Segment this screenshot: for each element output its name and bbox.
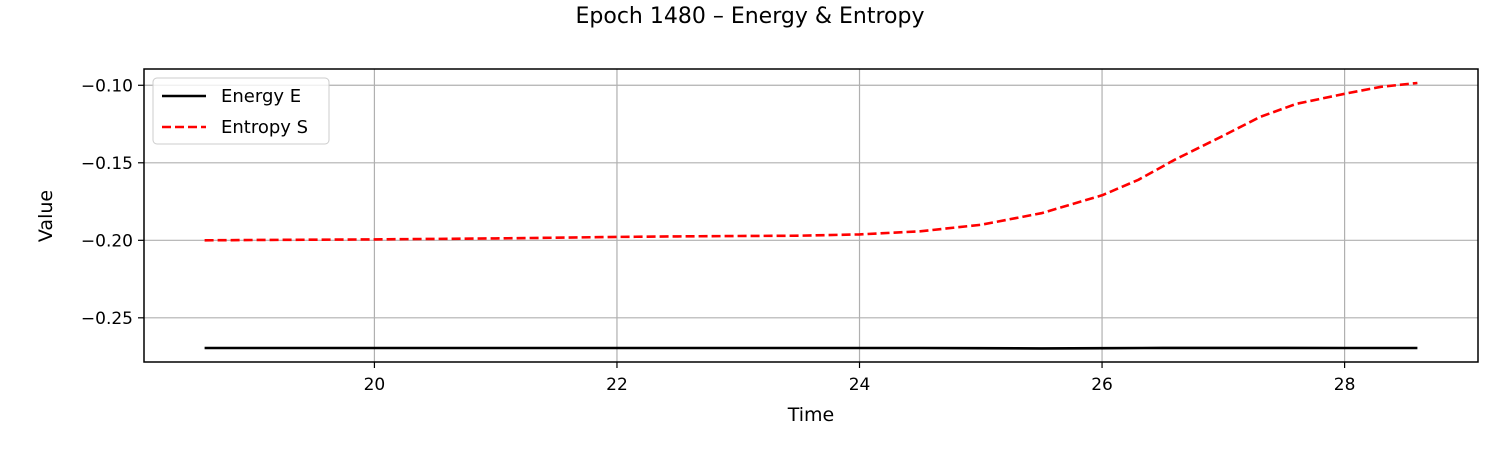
grid-lines bbox=[144, 69, 1478, 362]
legend-label: Entropy S bbox=[221, 117, 308, 138]
x-tick-label: 22 bbox=[606, 375, 628, 395]
y-tick-label: −0.20 bbox=[81, 231, 133, 251]
series-line-energy-e bbox=[204, 346, 1418, 350]
series-layer bbox=[204, 81, 1418, 350]
y-tick-label: −0.15 bbox=[81, 154, 133, 174]
plot-frame bbox=[143, 68, 1479, 363]
chart-title: Epoch 1480 – Energy & Entropy bbox=[575, 4, 925, 29]
x-tick-label: 20 bbox=[364, 375, 386, 395]
legend: Energy E Entropy S bbox=[152, 77, 330, 145]
y-tick-label: −0.25 bbox=[81, 309, 133, 329]
x-tick-label: 28 bbox=[1334, 375, 1356, 395]
series-line-entropy-s bbox=[204, 81, 1418, 242]
y-tick-label: −0.10 bbox=[81, 76, 133, 96]
x-axis-label: Time bbox=[787, 404, 835, 426]
legend-label: Energy E bbox=[221, 86, 301, 107]
x-tick-label: 26 bbox=[1091, 375, 1113, 395]
axis-ticks: 20 22 24 26 28 −0.10 −0.15 −0.20 −0.25 bbox=[81, 76, 1356, 395]
y-axis-label: Value bbox=[35, 190, 57, 242]
x-tick-label: 24 bbox=[849, 375, 871, 395]
